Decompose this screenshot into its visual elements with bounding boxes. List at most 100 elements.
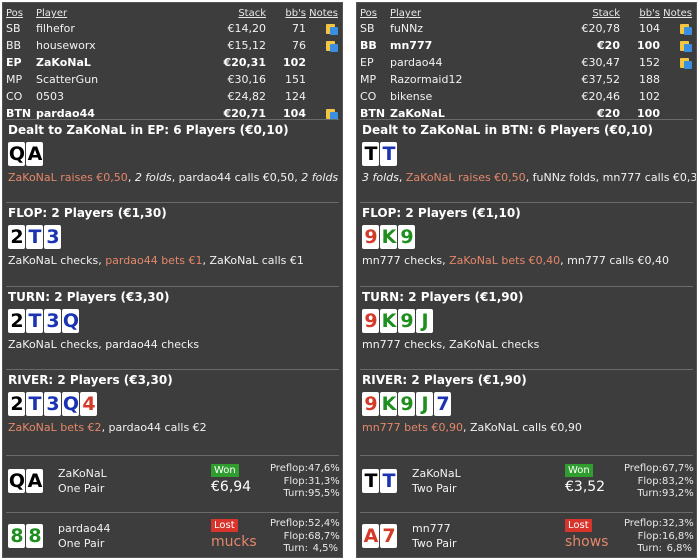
- player-header[interactable]: Player: [36, 8, 68, 19]
- player-name[interactable]: mn777: [390, 39, 433, 52]
- note-icon[interactable]: [680, 40, 692, 52]
- equity-row: Turn:95,5%: [258, 488, 340, 501]
- note-icon[interactable]: [326, 40, 338, 52]
- player-row[interactable]: BTN ZaKoNaL €20 100: [360, 105, 694, 122]
- players-table: Pos Player Stack bb's Notes SB filhefor €14,20 7…: [6, 7, 340, 122]
- result-amount: mucks: [211, 534, 257, 550]
- equity-row: Preflop:52,4%: [258, 518, 340, 531]
- player-name[interactable]: ScatterGun: [36, 73, 99, 86]
- equity-row: Preflop:67,7%: [612, 463, 694, 476]
- playing-card: A: [26, 142, 43, 166]
- player-row[interactable]: EP ZaKoNaL €20,31 102: [6, 54, 340, 71]
- bbs-header[interactable]: bb's: [285, 8, 306, 19]
- note-icon[interactable]: [326, 23, 338, 35]
- result-player-name[interactable]: mn777: [412, 522, 451, 535]
- player-position: SB: [6, 22, 21, 35]
- action-text: 2 folds: [301, 171, 339, 184]
- playing-card: 7: [380, 524, 397, 548]
- player-name[interactable]: pardao44: [390, 56, 443, 69]
- equity-value: 67,7%: [662, 463, 694, 474]
- stack-header[interactable]: Stack: [592, 8, 620, 19]
- player-bbs: 102: [283, 56, 306, 69]
- player-bbs: 151: [285, 73, 306, 86]
- result-player-name[interactable]: pardao44: [58, 522, 111, 535]
- playing-card: Q: [8, 469, 25, 493]
- playing-card: 3: [44, 309, 61, 333]
- player-stack: €20: [597, 107, 620, 120]
- player-name[interactable]: ZaKoNaL: [390, 107, 445, 120]
- stack-header[interactable]: Stack: [238, 8, 266, 19]
- section-divider: [360, 286, 693, 287]
- result-amount: €6,94: [211, 479, 252, 495]
- notes-header[interactable]: Notes: [663, 8, 692, 19]
- player-position: EP: [360, 56, 374, 69]
- player-name[interactable]: fuNNz: [390, 22, 424, 35]
- equity-value: 47,6%: [308, 463, 340, 474]
- player-row[interactable]: MP Razormaid12 €37,52 188: [360, 71, 694, 88]
- player-row[interactable]: BTN pardao44 €20,71 104: [6, 105, 340, 122]
- result-amount: shows: [565, 534, 609, 550]
- player-name[interactable]: Razormaid12: [390, 73, 463, 86]
- street-title: Dealt to ZaKoNaL in EP: 6 Players (€0,10…: [8, 123, 289, 137]
- player-row[interactable]: CO 0503 €24,82 124: [6, 88, 340, 105]
- equity-label: Turn:: [637, 488, 662, 499]
- street-title: Dealt to ZaKoNaL in BTN: 6 Players (€0,1…: [362, 123, 653, 137]
- player-notes: [306, 88, 340, 105]
- equity-value: 95,5%: [308, 488, 340, 499]
- players-header-row: Pos Player Stack bb's Notes: [6, 7, 340, 20]
- section-divider: [6, 202, 339, 203]
- player-name[interactable]: filhefor: [36, 22, 75, 35]
- action-text: , ZaKoNaL calls €0,90: [462, 421, 582, 434]
- result-badge: Won: [565, 464, 593, 477]
- notes-header[interactable]: Notes: [309, 8, 338, 19]
- player-name[interactable]: houseworx: [36, 39, 96, 52]
- playing-card: Q: [62, 392, 79, 416]
- player-stack: €20,71: [223, 107, 266, 120]
- note-icon[interactable]: [326, 108, 338, 120]
- note-icon[interactable]: [680, 57, 692, 69]
- pos-header[interactable]: Pos: [6, 8, 24, 19]
- player-name[interactable]: pardao44: [36, 107, 95, 120]
- playing-card: A: [362, 524, 379, 548]
- player-bbs: 104: [283, 107, 306, 120]
- player-position: BB: [360, 39, 377, 52]
- player-stack: €37,52: [581, 73, 621, 86]
- result-player-name[interactable]: ZaKoNaL: [58, 467, 107, 480]
- section-divider: [360, 455, 693, 456]
- player-name[interactable]: 0503: [36, 90, 64, 103]
- player-row[interactable]: SB filhefor €14,20 71: [6, 20, 340, 37]
- bbs-header[interactable]: bb's: [639, 8, 660, 19]
- player-row[interactable]: BB mn777 €20 100: [360, 37, 694, 54]
- street-actions: ZaKoNaL bets €2, pardao44 calls €2: [8, 421, 338, 434]
- player-name[interactable]: bikense: [390, 90, 433, 103]
- equity-stats: Preflop:52,4% Flop:68,7% Turn: 4,5%: [258, 518, 340, 556]
- playing-card: T: [26, 225, 43, 249]
- playing-card: J: [416, 309, 433, 333]
- equity-stats: Preflop:47,6% Flop:31,3% Turn:95,5%: [258, 463, 340, 501]
- player-notes: [306, 54, 340, 71]
- street-actions: ZaKoNaL raises €0,50, 2 folds, pardao44 …: [8, 171, 338, 184]
- street-section: FLOP: 2 Players (€1,10) 9 K 9 mn777 checks, …: [362, 206, 692, 267]
- street-title: RIVER: 2 Players (€3,30): [8, 373, 173, 387]
- player-name[interactable]: ZaKoNaL: [36, 56, 91, 69]
- equity-label: Flop:: [283, 475, 308, 487]
- showdown-result: T T ZaKoNaL Two Pair Won €3,52 Preflop:67,7% Fl…: [360, 461, 694, 503]
- note-icon[interactable]: [680, 23, 692, 35]
- street-section: Dealt to ZaKoNaL in BTN: 6 Players (€0,1…: [362, 123, 696, 184]
- player-row[interactable]: MP ScatterGun €30,16 151: [6, 71, 340, 88]
- player-row[interactable]: BB houseworx €15,12 76: [6, 37, 340, 54]
- player-row[interactable]: SB fuNNz €20,78 104: [360, 20, 694, 37]
- player-stack: €15,12: [227, 39, 267, 52]
- player-row[interactable]: CO bikense €20,46 102: [360, 88, 694, 105]
- pos-header[interactable]: Pos: [360, 8, 378, 19]
- section-divider: [6, 455, 339, 456]
- player-row[interactable]: EP pardao44 €30,47 152: [360, 54, 694, 71]
- player-stack: €20,78: [581, 22, 621, 35]
- playing-card: 4: [80, 392, 97, 416]
- result-player-name[interactable]: ZaKoNaL: [412, 467, 461, 480]
- player-header[interactable]: Player: [390, 8, 422, 19]
